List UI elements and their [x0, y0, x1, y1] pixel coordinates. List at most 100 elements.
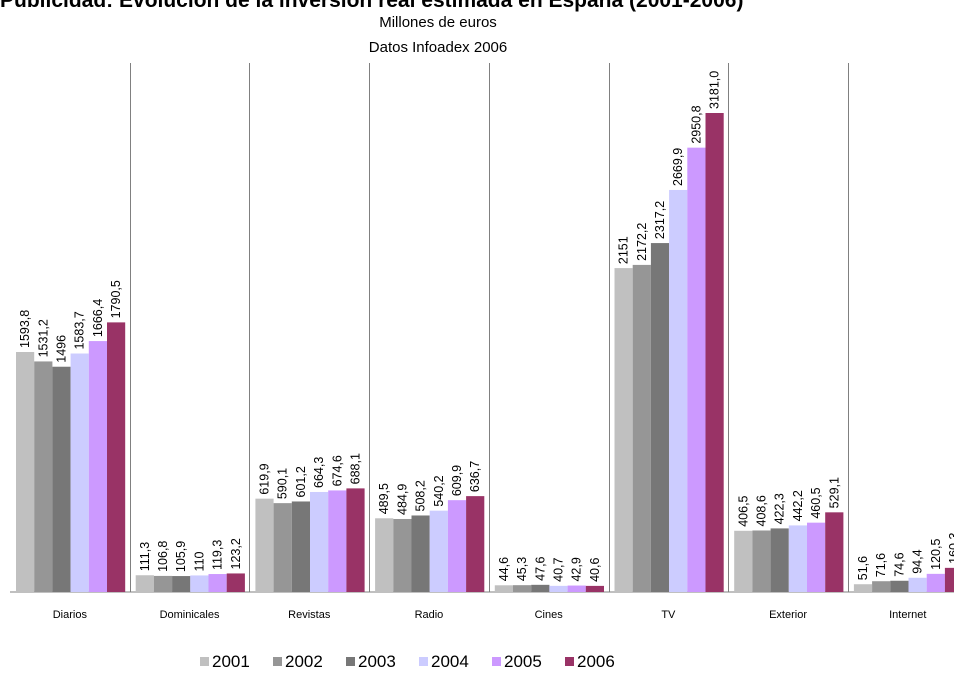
- legend-swatch: [419, 657, 428, 666]
- data-label: 2172,2: [635, 223, 649, 261]
- bar: [190, 575, 209, 592]
- data-label: 540,2: [432, 475, 446, 506]
- data-label: 1593,8: [18, 310, 32, 348]
- bar: [734, 530, 753, 592]
- data-label: 1531,2: [36, 319, 50, 357]
- bar: [650, 243, 670, 592]
- bar: [752, 530, 771, 592]
- bar: [807, 522, 826, 592]
- bar: [687, 147, 706, 592]
- data-label: 2151: [617, 236, 631, 264]
- data-label: 484,9: [395, 484, 409, 515]
- data-label: 40,7: [552, 557, 566, 581]
- data-label: 119,3: [211, 540, 225, 570]
- category-label: Revistas: [288, 609, 331, 621]
- data-label: 160,3: [947, 533, 954, 564]
- legend-swatch: [565, 657, 574, 666]
- data-label: 110: [192, 551, 206, 571]
- bar: [549, 585, 568, 592]
- bar: [872, 581, 891, 592]
- category-label: Exterior: [769, 609, 807, 621]
- bar: [153, 575, 173, 592]
- data-label: 609,9: [450, 465, 464, 496]
- bar: [375, 518, 394, 592]
- chart-subtitle-units: Millones de euros: [379, 14, 497, 31]
- bar: [770, 528, 789, 592]
- data-label: 2669,9: [671, 148, 685, 186]
- bar: [393, 518, 412, 592]
- data-label: 40,6: [588, 558, 602, 582]
- category-label: Cines: [535, 609, 564, 621]
- bar: [853, 584, 873, 592]
- legend-swatch: [273, 657, 282, 666]
- bar: [328, 490, 347, 592]
- data-label: 619,9: [258, 463, 272, 494]
- data-label: 1496: [55, 335, 69, 363]
- category-label: TV: [661, 609, 676, 621]
- bar: [825, 512, 844, 592]
- bar: [447, 500, 467, 592]
- data-label: 636,7: [468, 461, 482, 492]
- data-label: 442,2: [791, 490, 805, 521]
- data-label: 664,3: [312, 457, 326, 488]
- bar: [494, 585, 513, 592]
- bar: [567, 585, 586, 592]
- legend-swatch: [346, 657, 355, 666]
- data-label: 120,5: [929, 539, 943, 570]
- bar: [52, 366, 71, 592]
- legend-label: 2003: [358, 652, 396, 671]
- legend-label: 2001: [212, 652, 250, 671]
- chart-subtitle-source: Datos Infoadex 2006: [369, 39, 507, 56]
- bar: [135, 575, 154, 592]
- data-label: 489,5: [377, 483, 391, 514]
- data-label: 42,9: [570, 557, 584, 581]
- bar: [513, 585, 532, 592]
- bar: [411, 515, 430, 592]
- bar: [16, 352, 35, 592]
- bar: [632, 264, 651, 592]
- bar: [705, 113, 724, 592]
- bar: [273, 503, 292, 592]
- data-label: 674,6: [330, 455, 344, 486]
- data-label: 1583,7: [73, 311, 87, 349]
- data-label: 460,5: [809, 487, 823, 518]
- bar: [34, 361, 53, 592]
- data-label: 408,6: [755, 495, 769, 526]
- data-label: 45,3: [515, 557, 529, 581]
- bar: [908, 577, 927, 592]
- data-label: 590,1: [276, 468, 290, 499]
- data-label: 47,6: [533, 556, 547, 580]
- bar: [531, 584, 550, 592]
- data-label: 94,4: [911, 549, 925, 573]
- bar: [291, 501, 310, 592]
- legend-swatch: [492, 657, 501, 666]
- bar: [429, 510, 448, 592]
- data-label: 44,6: [497, 557, 511, 581]
- bar: [107, 322, 126, 592]
- bar: [226, 573, 245, 592]
- data-label: 688,1: [349, 453, 363, 484]
- data-label: 508,2: [414, 480, 428, 511]
- data-label: 123,2: [229, 538, 243, 569]
- data-label: 106,8: [156, 541, 170, 572]
- data-label: 71,6: [874, 553, 888, 577]
- bar: [788, 525, 807, 592]
- bar: [926, 573, 945, 592]
- bar: [172, 576, 191, 592]
- legend: 2001 2002 2003 2004 2005 2006: [200, 652, 615, 671]
- chart-title: Publicidad: Evolución de la inversión re…: [0, 0, 743, 12]
- legend-swatch: [200, 657, 209, 666]
- bar: [614, 268, 633, 592]
- data-label: 601,2: [294, 466, 308, 497]
- data-label: 51,6: [856, 556, 870, 580]
- data-label: 406,5: [736, 495, 750, 526]
- category-label: Dominicales: [160, 609, 220, 621]
- bar: [890, 580, 909, 592]
- bar: [70, 353, 89, 592]
- data-label: 422,3: [773, 493, 787, 524]
- legend-label: 2005: [504, 652, 542, 671]
- data-label: 111,3: [138, 542, 152, 571]
- data-label: 2317,2: [653, 201, 667, 239]
- data-label: 74,6: [892, 552, 906, 576]
- legend-label: 2004: [431, 652, 469, 671]
